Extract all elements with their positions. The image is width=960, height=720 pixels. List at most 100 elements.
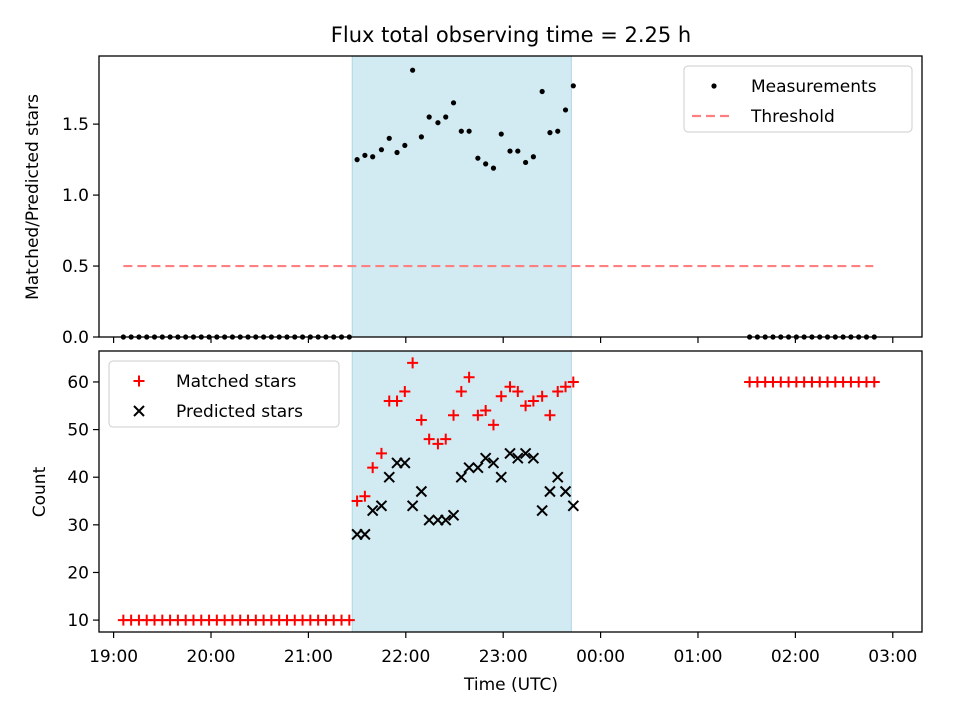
measurement-point <box>410 67 416 73</box>
y-tick-label: 40 <box>67 468 89 488</box>
matched-star-marker <box>455 385 467 397</box>
measurement-point <box>466 128 472 134</box>
predicted-star-marker <box>544 485 556 498</box>
x-tick-label: 01:00 <box>673 647 722 667</box>
predicted-star-marker <box>536 504 548 517</box>
measurement-point <box>426 114 432 120</box>
predicted-star-marker <box>447 509 460 522</box>
y-tick-label: 60 <box>67 373 89 393</box>
y-tick-label: 0.0 <box>62 328 89 348</box>
top-y-axis-label: Matched/Predicted stars <box>23 94 43 300</box>
matched-star-marker <box>463 371 475 383</box>
predicted-star-marker <box>512 452 524 464</box>
axes-frame <box>98 55 923 338</box>
matched-star-marker <box>512 385 524 397</box>
matched-star-marker <box>343 614 355 626</box>
legend-predicted-marker <box>133 405 145 417</box>
measurement-point <box>354 157 360 163</box>
x-tick-label: 02:00 <box>771 647 820 667</box>
x-tick-label: 19:00 <box>89 647 138 667</box>
y-tick-label: 0.5 <box>62 257 89 277</box>
matched-star-marker <box>495 390 507 402</box>
axes-frame <box>98 350 923 633</box>
predicted-star-marker <box>552 471 564 483</box>
predicted-star-marker <box>463 461 475 474</box>
matched-star-marker <box>472 409 484 421</box>
measurement-point <box>515 148 521 154</box>
measurement-point <box>378 147 385 153</box>
legend-label: Measurements <box>751 77 877 97</box>
predicted-star-marker <box>406 500 419 512</box>
bottom-y-axis-label: Count <box>30 466 50 517</box>
matched-star-marker <box>480 405 492 417</box>
y-tick-label: 30 <box>67 516 89 536</box>
matched-star-marker <box>504 381 516 393</box>
measurement-point <box>402 142 408 149</box>
matched-star-marker <box>432 438 444 450</box>
predicted-star-marker <box>455 471 468 483</box>
predicted-star-marker <box>567 500 580 512</box>
measurement-point <box>530 154 536 160</box>
matched-star-marker <box>351 495 363 507</box>
top-panel: 0.0 0.5 1.0 1.5 Measurements Threshold <box>62 55 923 348</box>
predicted-star-marker <box>472 461 484 474</box>
matched-star-marker <box>527 395 539 407</box>
predicted-star-marker <box>440 514 452 526</box>
legend-label: Predicted stars <box>176 402 303 422</box>
matched-star-marker <box>367 462 379 474</box>
measurement-point <box>522 159 529 166</box>
legend-measurement-marker <box>711 83 717 89</box>
predicted-star-marker <box>375 500 388 512</box>
x-tick-label: 00:00 <box>576 647 625 667</box>
x-axis-label: Time (UTC) <box>463 675 558 695</box>
chart-title: Flux total observing time = 2.25 h <box>331 23 691 47</box>
measurement-point <box>370 154 376 160</box>
matched-star-marker <box>448 409 460 421</box>
measurement-point <box>418 134 424 140</box>
predicted-star-marker <box>423 514 435 526</box>
predicted-star-marker <box>359 528 371 541</box>
y-tick-label: 1.5 <box>62 115 89 135</box>
matched-star-marker <box>375 447 387 459</box>
predicted-star-marker <box>415 485 428 498</box>
matched-star-marker <box>440 433 452 445</box>
measurement-point <box>362 152 368 158</box>
matched-star-marker <box>552 385 564 397</box>
matched-star-marker <box>520 400 532 412</box>
measurement-point <box>458 128 464 134</box>
measurement-point <box>475 155 481 161</box>
matched-star-marker <box>544 409 556 421</box>
legend-matched-marker <box>133 375 145 387</box>
matched-star-marker <box>407 357 419 369</box>
matched-star-marker <box>423 433 435 445</box>
x-tick-label: 21:00 <box>284 647 333 667</box>
x-tick-label: 03:00 <box>868 647 917 667</box>
matched-star-marker <box>391 395 403 407</box>
matched-star-marker <box>415 414 427 426</box>
measurement-point <box>490 165 497 171</box>
x-tick-label: 23:00 <box>479 647 528 667</box>
bottom-panel: 10 20 30 40 50 60 19:00 20:00 21:00 22:00 23:00 00:… <box>67 350 923 667</box>
legend-box <box>108 360 340 428</box>
y-tick-label: 1.0 <box>62 186 89 206</box>
measurement-point <box>450 100 457 106</box>
x-tick-label: 20:00 <box>187 647 236 667</box>
predicted-star-marker <box>495 471 507 483</box>
legend: Measurements Threshold <box>683 65 913 133</box>
y-tick-label: 10 <box>67 611 89 631</box>
measurement-point <box>498 131 504 137</box>
measurement-point <box>507 148 513 154</box>
predicted-star-marker <box>519 447 532 460</box>
legend-box <box>683 65 913 133</box>
matched-star-marker <box>868 376 880 388</box>
matched-star-marker <box>560 381 572 393</box>
matched-star-marker <box>536 390 548 402</box>
measurement-point <box>547 130 553 136</box>
y-tick-label: 20 <box>67 563 89 583</box>
measurement-point <box>435 120 441 126</box>
measurement-point <box>562 107 569 113</box>
legend-label: Matched stars <box>176 372 296 392</box>
matched-star-marker <box>487 419 499 431</box>
measurement-point <box>483 161 489 167</box>
